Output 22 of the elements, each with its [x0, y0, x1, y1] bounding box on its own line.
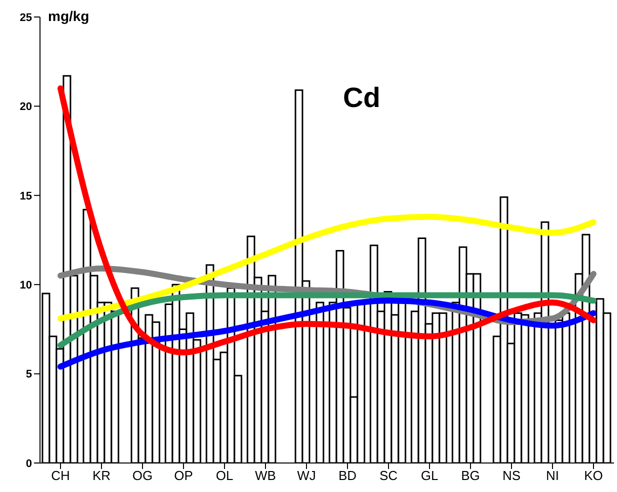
x-tick-label: OP	[174, 468, 193, 484]
x-tick-label: NS	[502, 468, 521, 484]
x-tick-label: SC	[379, 468, 398, 484]
y-tick-label: 5	[26, 368, 32, 381]
y-tick-label: 20	[20, 101, 32, 114]
y-tick-label: 25	[20, 12, 32, 24]
x-tick-label: BD	[338, 468, 357, 484]
x-tick-label: OG	[132, 468, 153, 484]
text: Cd	[343, 82, 380, 114]
x-tick-label: CH	[51, 468, 70, 484]
x-tick-label: NI	[546, 468, 559, 484]
x-tick-label: GL	[420, 468, 438, 484]
x-tick-label: BG	[461, 468, 480, 484]
y-axis-title: mg/kg	[48, 8, 90, 24]
x-tick-label: WJ	[297, 468, 316, 484]
x-tick-label: KO	[584, 468, 603, 484]
x-tick-label: KR	[92, 468, 111, 484]
y-tick-label: 0	[26, 458, 32, 470]
x-tick-label: OL	[216, 468, 234, 484]
y-tick-label: 15	[20, 190, 32, 202]
x-tick-label: WB	[255, 468, 276, 484]
y-tick-label: 10	[20, 280, 32, 292]
